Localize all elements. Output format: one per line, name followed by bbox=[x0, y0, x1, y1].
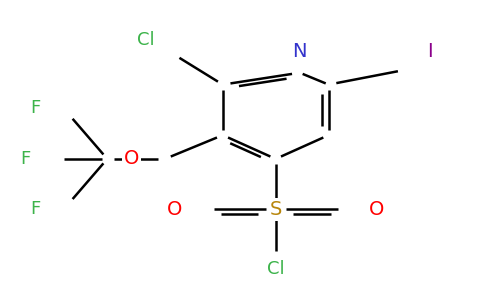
Text: O: O bbox=[167, 200, 182, 219]
Text: Cl: Cl bbox=[137, 31, 154, 49]
Text: O: O bbox=[369, 200, 384, 219]
Text: F: F bbox=[20, 150, 30, 168]
Text: F: F bbox=[30, 99, 40, 117]
Text: I: I bbox=[427, 42, 433, 62]
Text: F: F bbox=[30, 200, 40, 218]
Text: N: N bbox=[292, 42, 307, 62]
Text: Cl: Cl bbox=[267, 260, 285, 278]
Text: O: O bbox=[123, 149, 139, 168]
Text: S: S bbox=[270, 200, 282, 219]
